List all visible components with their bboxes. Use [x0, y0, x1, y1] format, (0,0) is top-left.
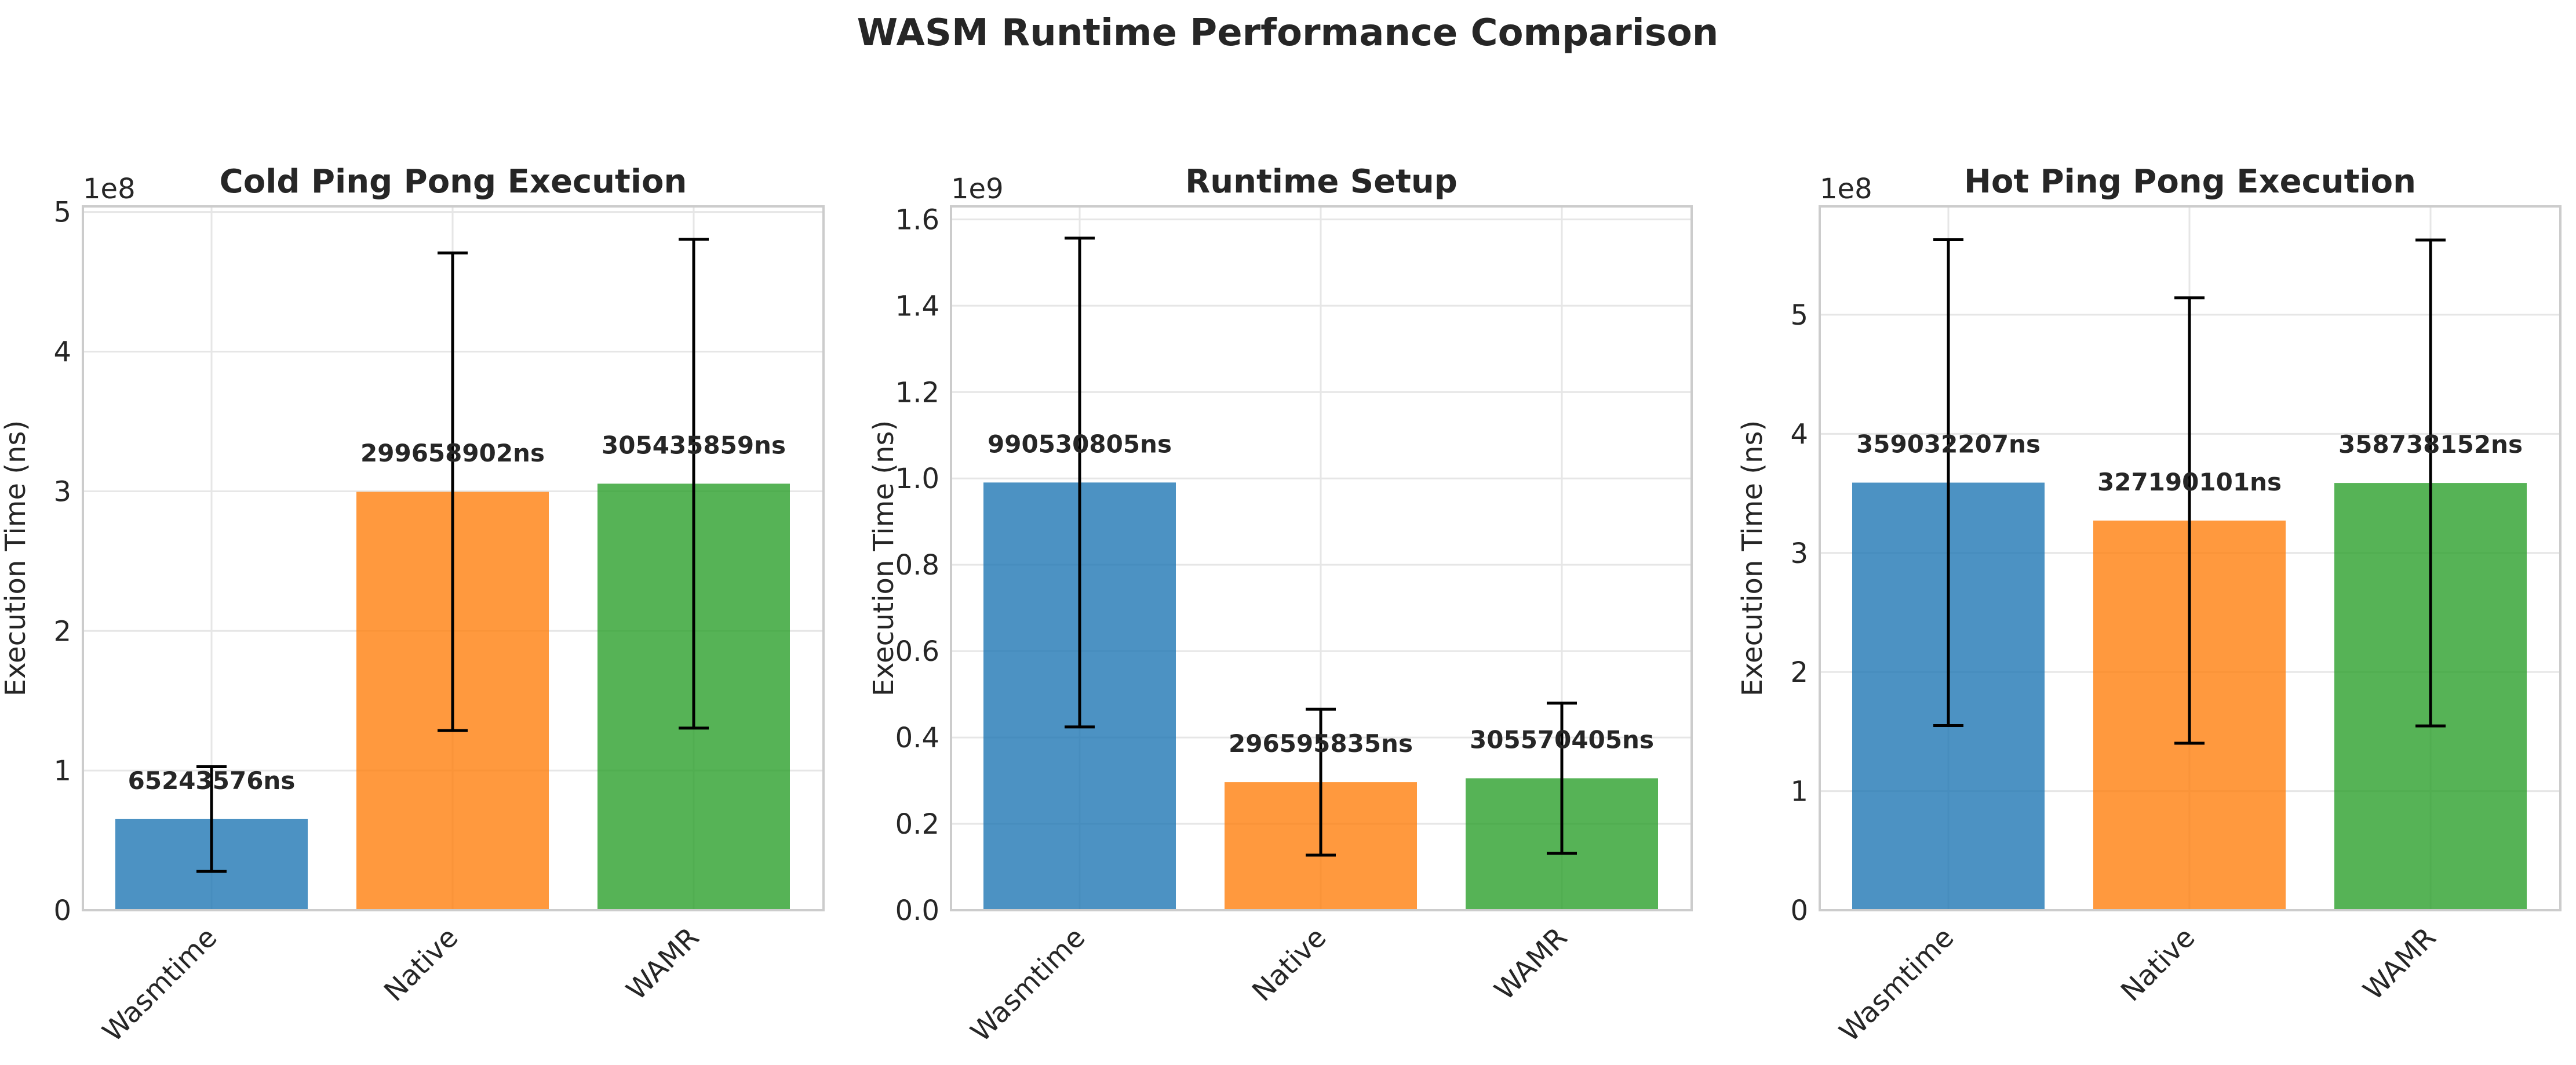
y-tick-label: 1: [53, 755, 71, 787]
data-label: 358738152ns: [2338, 430, 2523, 459]
y-axis-label: Execution Time (ns): [868, 420, 900, 696]
error-bar-wasmtime: [1933, 238, 1963, 728]
panel-title: Hot Ping Pong Execution: [1964, 163, 2416, 201]
error-bar-wamr: [679, 238, 709, 730]
y-tick-label: 4: [53, 336, 71, 369]
x-tick-label: Native: [1246, 921, 1332, 1008]
y-tick-label: 4: [1790, 418, 1808, 450]
y-tick-label: 0.8: [895, 549, 939, 581]
error-bar-wasmtime: [1065, 237, 1095, 729]
y-tick-label: 2: [53, 615, 71, 648]
panels: 0 1 2 3 4 5 65243576ns Wasmtime 299658902ns Nativ…: [0, 163, 2562, 1048]
y-tick-label: 0.4: [895, 722, 939, 754]
data-label: 299658902ns: [360, 439, 545, 467]
y-tick-label: 5: [53, 197, 71, 229]
chart-panel-3: 0 1 2 3 4 5 359032207ns Wasmtime 327190101ns Nati…: [1736, 163, 2562, 1048]
panel-title: Cold Ping Pong Execution: [220, 163, 687, 201]
y-tick-label: 3: [53, 475, 71, 508]
data-label: 296595835ns: [1229, 729, 1413, 758]
y-axis-label: Execution Time (ns): [0, 420, 32, 696]
axis-offset-label: 1e8: [83, 173, 136, 205]
y-tick-label: 0.2: [895, 808, 939, 841]
y-tick-label: 1.6: [895, 203, 939, 236]
plot-frame: [950, 205, 1693, 911]
error-bar-native: [2174, 296, 2205, 745]
data-label: 65243576ns: [128, 766, 296, 795]
y-tick-label: 0: [1790, 895, 1808, 927]
y-tick-label: 3: [1790, 537, 1808, 570]
plot-frame: [1819, 205, 2562, 911]
y-tick-label: 1: [1790, 776, 1808, 808]
error-bar-native: [1306, 707, 1336, 857]
y-tick-label: 1.2: [895, 376, 939, 409]
figure-title: WASM Runtime Performance Comparison: [857, 12, 1719, 54]
chart-panel-1: 0 1 2 3 4 5 65243576ns Wasmtime 299658902ns Nativ…: [0, 163, 825, 1048]
chart-panel-2: 0.0 0.2 0.4 0.6 0.8 1.0 1.2 1.4 1.6 990530805ns Wa…: [868, 163, 1693, 1048]
data-label: 305570405ns: [1470, 725, 1654, 754]
y-tick-label: 0: [53, 895, 71, 927]
x-tick-label: WAMR: [620, 921, 705, 1006]
plot-frame: [82, 205, 825, 911]
error-bar-native: [438, 251, 468, 732]
data-label: 359032207ns: [1856, 430, 2041, 458]
y-tick-label: 0.0: [895, 895, 939, 927]
x-tick-label: Wasmtime: [1833, 921, 1960, 1048]
error-bar-wamr: [1547, 701, 1577, 855]
x-tick-label: Native: [2115, 921, 2201, 1008]
y-tick-label: 1.0: [895, 463, 939, 495]
x-tick-label: WAMR: [2357, 921, 2442, 1006]
error-bar-wamr: [2415, 238, 2446, 728]
axis-offset-label: 1e8: [1820, 173, 1872, 205]
x-tick-label: Wasmtime: [96, 921, 223, 1048]
y-tick-label: 5: [1790, 299, 1808, 332]
axis-offset-label: 1e9: [951, 173, 1004, 205]
y-axis-label: Execution Time (ns): [1736, 420, 1769, 696]
error-bar-wasmtime: [196, 765, 227, 873]
data-label: 305435859ns: [602, 431, 786, 459]
y-tick-label: 2: [1790, 656, 1808, 689]
panel-title: Runtime Setup: [1185, 163, 1458, 201]
x-tick-label: Wasmtime: [964, 921, 1091, 1048]
x-tick-label: WAMR: [1488, 921, 1573, 1006]
data-label: 327190101ns: [2097, 468, 2282, 496]
data-label: 990530805ns: [988, 430, 1172, 458]
y-tick-label: 0.6: [895, 635, 939, 668]
y-tick-label: 1.4: [895, 290, 939, 322]
x-tick-label: Native: [378, 921, 464, 1008]
